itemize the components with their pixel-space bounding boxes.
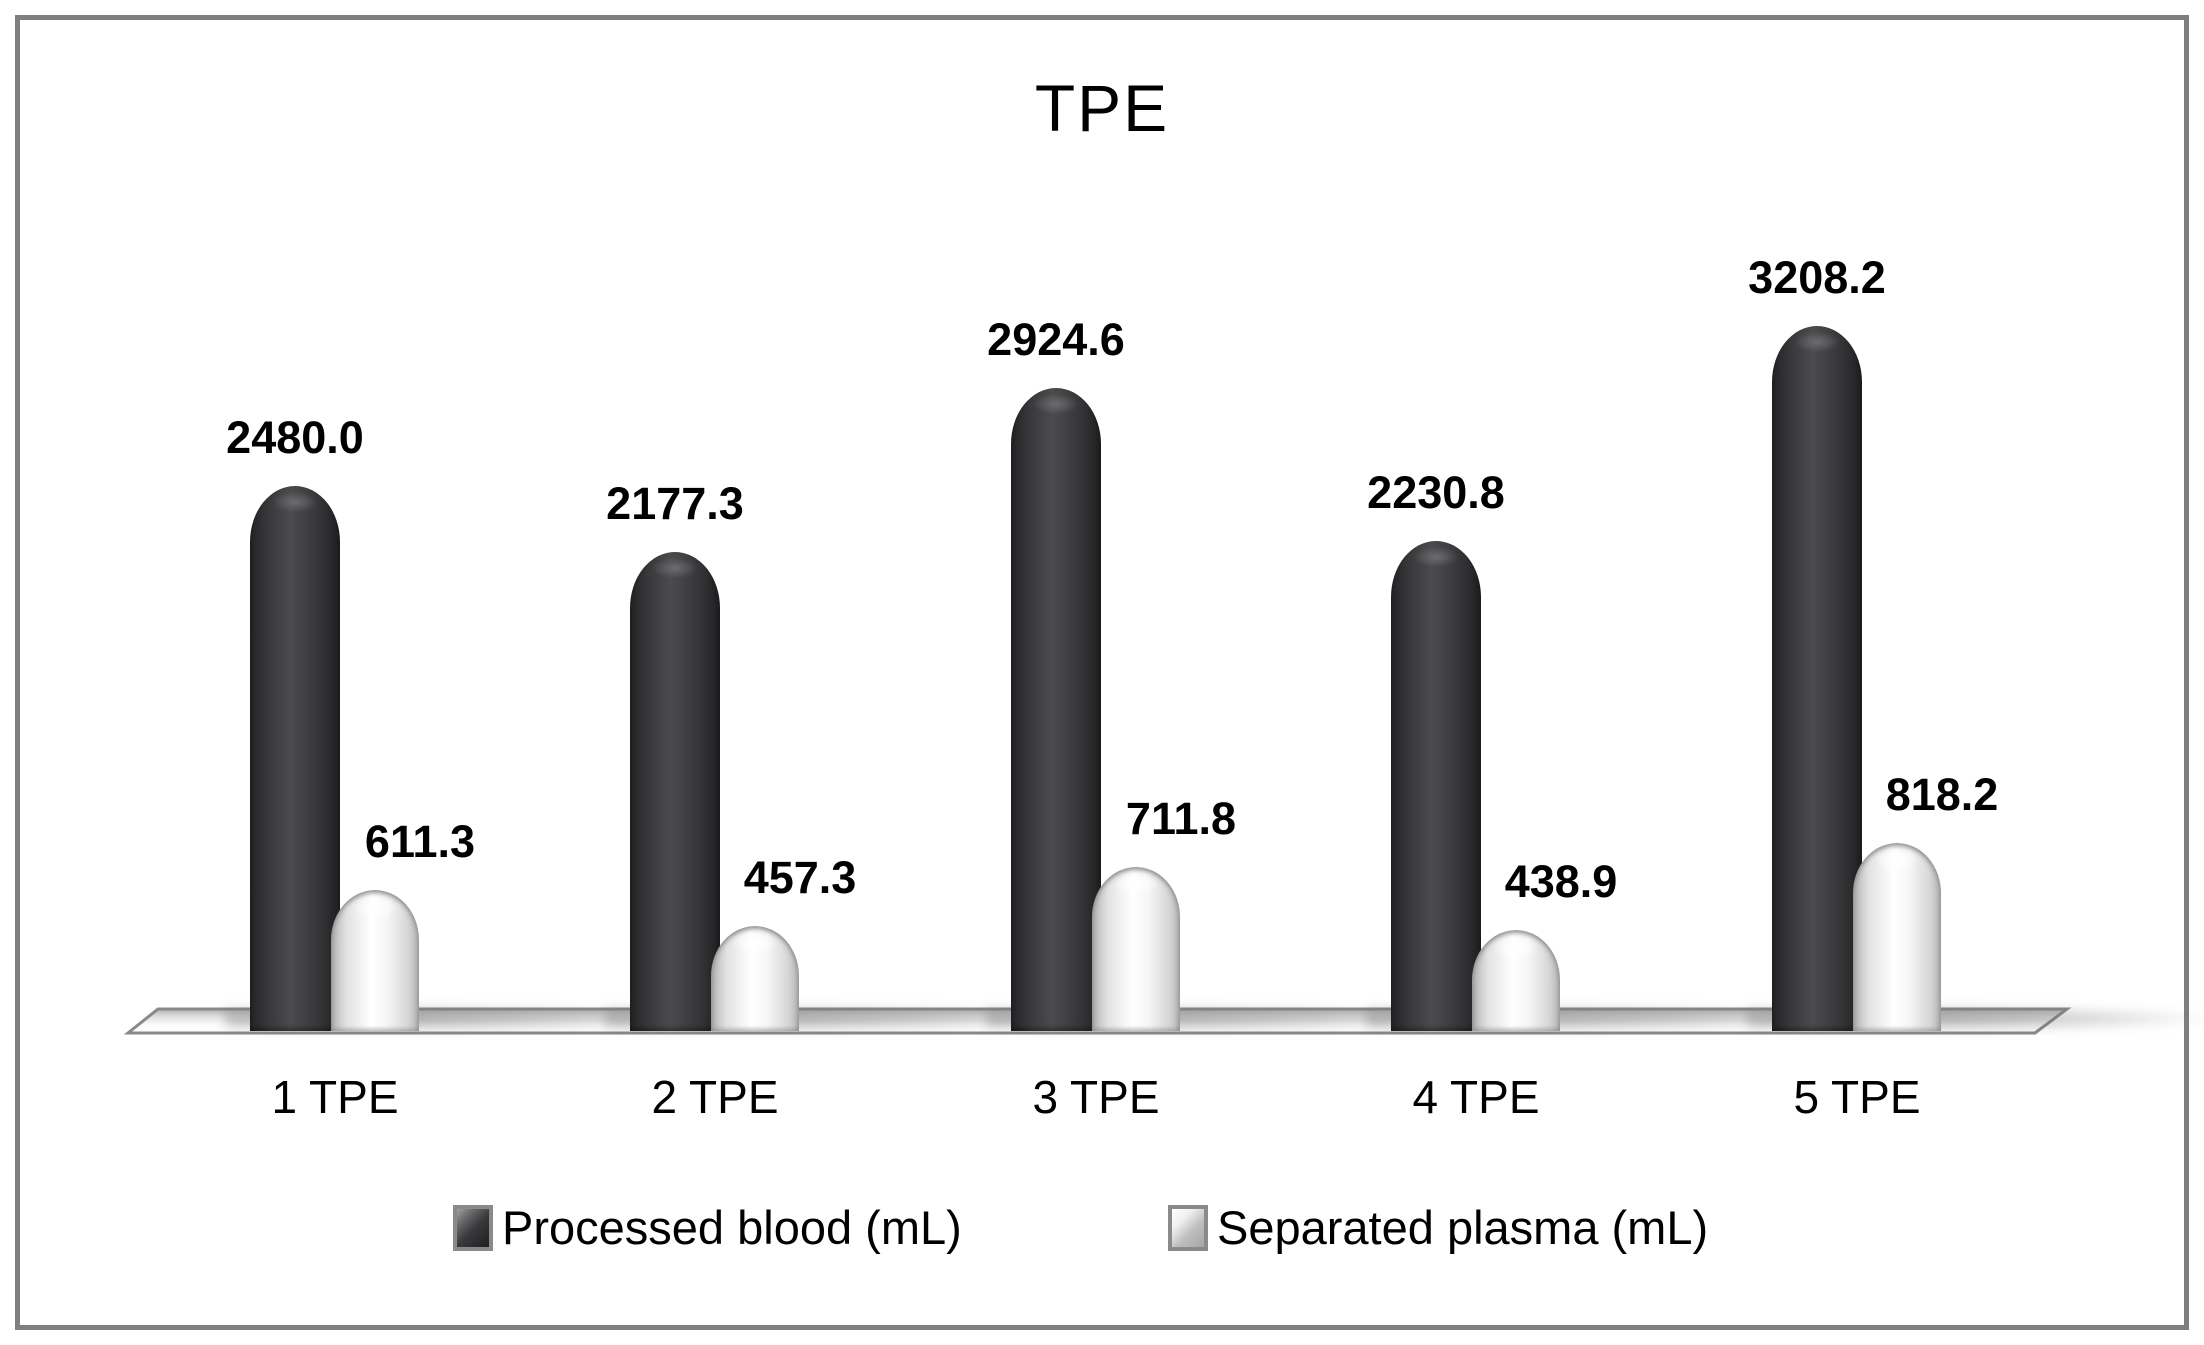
- chart-title: TPE: [1034, 71, 1170, 145]
- legend-label-processed-blood: Processed blood (mL): [502, 1201, 962, 1254]
- category-label: 3 TPE: [1032, 1071, 1160, 1123]
- bar-separated-plasma: [1472, 930, 1560, 1031]
- data-label-separated-plasma: 611.3: [364, 816, 476, 867]
- data-label-processed-blood: 2230.8: [1367, 467, 1505, 518]
- data-label-separated-plasma: 711.8: [1125, 793, 1237, 844]
- data-label-processed-blood: 2177.3: [606, 478, 744, 529]
- bar-processed-blood: [1772, 326, 1862, 1031]
- bar-processed-blood: [250, 486, 340, 1031]
- bar-processed-blood: [1391, 541, 1481, 1031]
- legend: Processed blood (mL) Separated plasma (m…: [0, 1202, 2204, 1262]
- data-label-separated-plasma: 457.3: [743, 852, 857, 903]
- category-label: 1 TPE: [271, 1071, 399, 1123]
- legend-swatch-processed-blood: [453, 1205, 493, 1251]
- legend-label-separated-plasma: Separated plasma (mL): [1217, 1201, 1709, 1254]
- bar-separated-plasma: [1853, 843, 1941, 1031]
- data-label-separated-plasma: 818.2: [1885, 769, 1999, 820]
- bar-processed-blood: [630, 552, 720, 1031]
- data-label-processed-blood: 3208.2: [1748, 252, 1886, 303]
- category-label: 5 TPE: [1793, 1071, 1921, 1123]
- chart-border-frame: [15, 15, 2189, 1330]
- legend-swatch-separated-plasma: [1168, 1205, 1208, 1251]
- category-label: 2 TPE: [651, 1071, 779, 1123]
- bar-processed-blood: [1011, 388, 1101, 1031]
- bar-separated-plasma: [711, 926, 799, 1031]
- legend-item-processed-blood: Processed blood (mL): [453, 1202, 962, 1254]
- data-label-separated-plasma: 438.9: [1504, 856, 1618, 907]
- bar-separated-plasma: [331, 890, 419, 1031]
- category-label: 4 TPE: [1412, 1071, 1540, 1123]
- bar-separated-plasma: [1092, 867, 1180, 1031]
- legend-item-separated-plasma: Separated plasma (mL): [1168, 1202, 1708, 1254]
- data-label-processed-blood: 2924.6: [987, 314, 1125, 365]
- data-label-processed-blood: 2480.0: [226, 412, 364, 463]
